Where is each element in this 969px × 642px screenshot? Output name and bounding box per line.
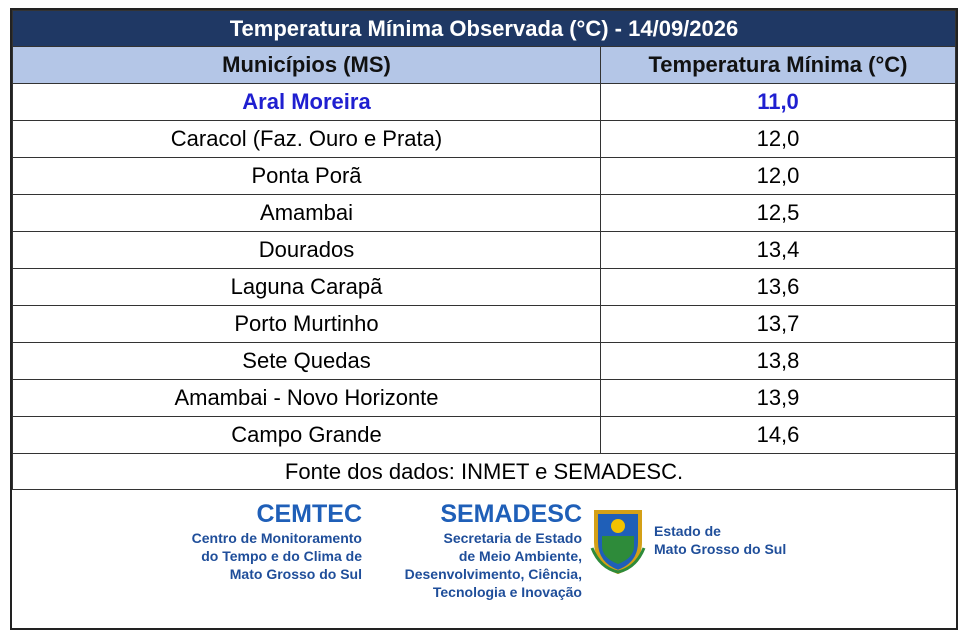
logo-text: Secretaria de Estado: [443, 530, 582, 546]
cemtec-logo: CEMTEC Centro de Monitoramento do Tempo e…: [152, 500, 362, 583]
logo-text: Desenvolvimento, Ciência,: [404, 566, 582, 582]
table-row: Caracol (Faz. Ouro e Prata) 12,0: [12, 120, 956, 158]
logo-name: CEMTEC: [256, 500, 362, 528]
temperature: 13,6: [600, 268, 956, 306]
municipality: Aral Moreira: [12, 83, 601, 121]
source-row: Fonte dos dados: INMET e SEMADESC.: [12, 453, 956, 490]
column-header: Municípios (MS): [12, 46, 601, 84]
temperature: 14,6: [600, 416, 956, 454]
table-row: Amambai - Novo Horizonte 13,9: [12, 379, 956, 417]
semadesc-logo: SEMADESC Secretaria de Estado de Meio Amb…: [362, 500, 582, 601]
logo-text: do Tempo e do Clima de: [201, 548, 362, 564]
column-header: Temperatura Mínima (°C): [600, 46, 956, 84]
temperature: 12,5: [600, 194, 956, 232]
municipality: Amambai: [12, 194, 601, 232]
table-row: Campo Grande 14,6: [12, 416, 956, 454]
municipality: Laguna Carapã: [12, 268, 601, 306]
municipality: Porto Murtinho: [12, 305, 601, 343]
temperature: 13,9: [600, 379, 956, 417]
estado-logo: Estado de Mato Grosso do Sul: [654, 522, 854, 558]
logo-name: SEMADESC: [440, 500, 582, 528]
table-row: Amambai 12,5: [12, 194, 956, 232]
municipality: Dourados: [12, 231, 601, 269]
coat-of-arms: [590, 510, 646, 574]
report: Temperatura Mínima Observada (°C) - 14/0…: [10, 8, 958, 630]
municipality: Amambai - Novo Horizonte: [12, 379, 601, 417]
temperature: 12,0: [600, 157, 956, 195]
logo-text: Tecnologia e Inovação: [432, 584, 582, 600]
table-row: Ponta Porã 12,0: [12, 157, 956, 195]
logos: CEMTEC Centro de Monitoramento do Tempo e…: [12, 490, 956, 636]
temperature: 13,8: [600, 342, 956, 380]
logo-text: Mato Grosso do Sul: [654, 541, 787, 557]
title: Temperatura Mínima Observada (°C) - 14/0…: [12, 10, 956, 47]
municipality: Campo Grande: [12, 416, 601, 454]
logo-text: de Meio Ambiente,: [458, 548, 582, 564]
table: Temperatura Mínima Observada (°C) - 14/0…: [12, 10, 956, 490]
source: Fonte dos dados: INMET e SEMADESC.: [12, 453, 956, 490]
table-row: Dourados 13,4: [12, 231, 956, 269]
municipality: Ponta Porã: [12, 157, 601, 195]
table-row: Sete Quedas 13,8: [12, 342, 956, 380]
municipality: Sete Quedas: [12, 342, 601, 380]
logo-text: Centro de Monitoramento: [191, 530, 362, 546]
logo-text: Estado de: [654, 523, 721, 539]
temperature: 13,4: [600, 231, 956, 269]
logo-text: Mato Grosso do Sul: [229, 566, 362, 582]
temperature: 12,0: [600, 120, 956, 158]
temperature: 11,0: [600, 83, 956, 121]
table-row: Laguna Carapã 13,6: [12, 268, 956, 306]
table-row: Porto Murtinho 13,7: [12, 305, 956, 343]
municipality: Caracol (Faz. Ouro e Prata): [12, 120, 601, 158]
table-row: Aral Moreira 11,0: [12, 83, 956, 121]
temperature: 13,7: [600, 305, 956, 343]
